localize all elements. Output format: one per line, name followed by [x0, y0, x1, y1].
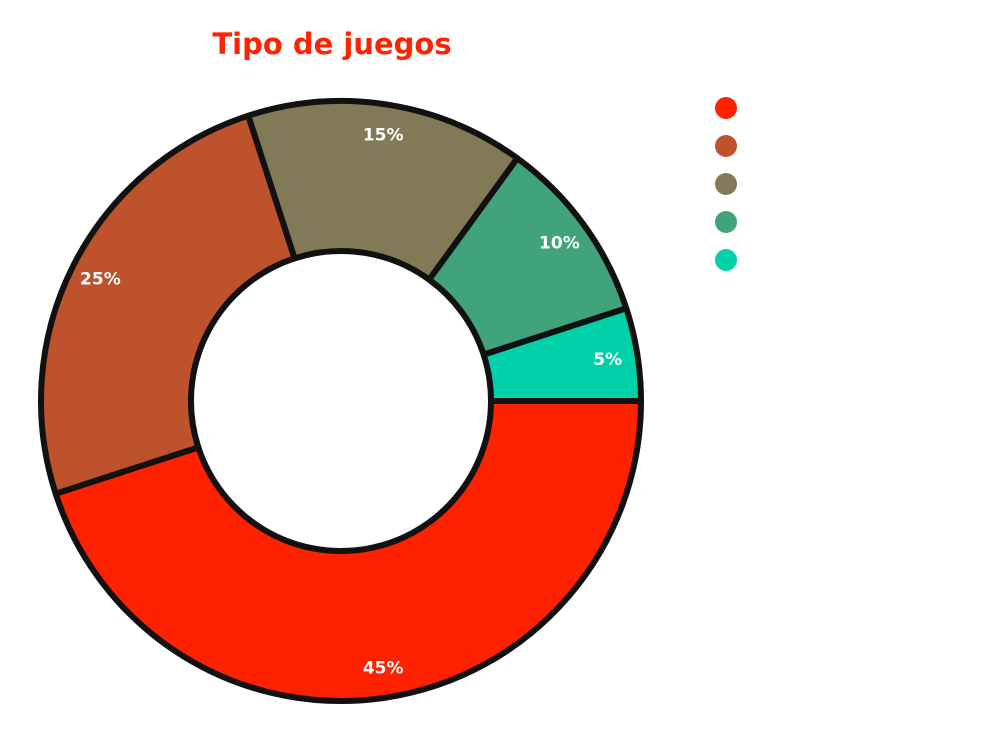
chart-title: Tipo de juegos	[212, 27, 451, 61]
legend-marker-4	[715, 249, 737, 271]
slice-label-2: 15%	[363, 125, 404, 145]
pie-slice-4	[480, 305, 644, 404]
pie-slice-2	[245, 98, 521, 283]
slice-label-1: 25%	[80, 269, 121, 289]
legend-marker-1	[715, 135, 737, 157]
slice-label-3: 10%	[539, 233, 580, 253]
slice-label-0: 45%	[363, 659, 404, 679]
slice-label-4: 5%	[593, 350, 622, 370]
slice-labels: 45% 25% 15% 10% 5%	[80, 125, 622, 678]
donut-slices	[38, 98, 644, 704]
pie-slice-1	[38, 112, 298, 497]
legend	[715, 97, 737, 271]
legend-marker-2	[715, 173, 737, 195]
pie-slice-0	[52, 398, 644, 704]
legend-marker-3	[715, 211, 737, 233]
legend-marker-0	[715, 97, 737, 119]
